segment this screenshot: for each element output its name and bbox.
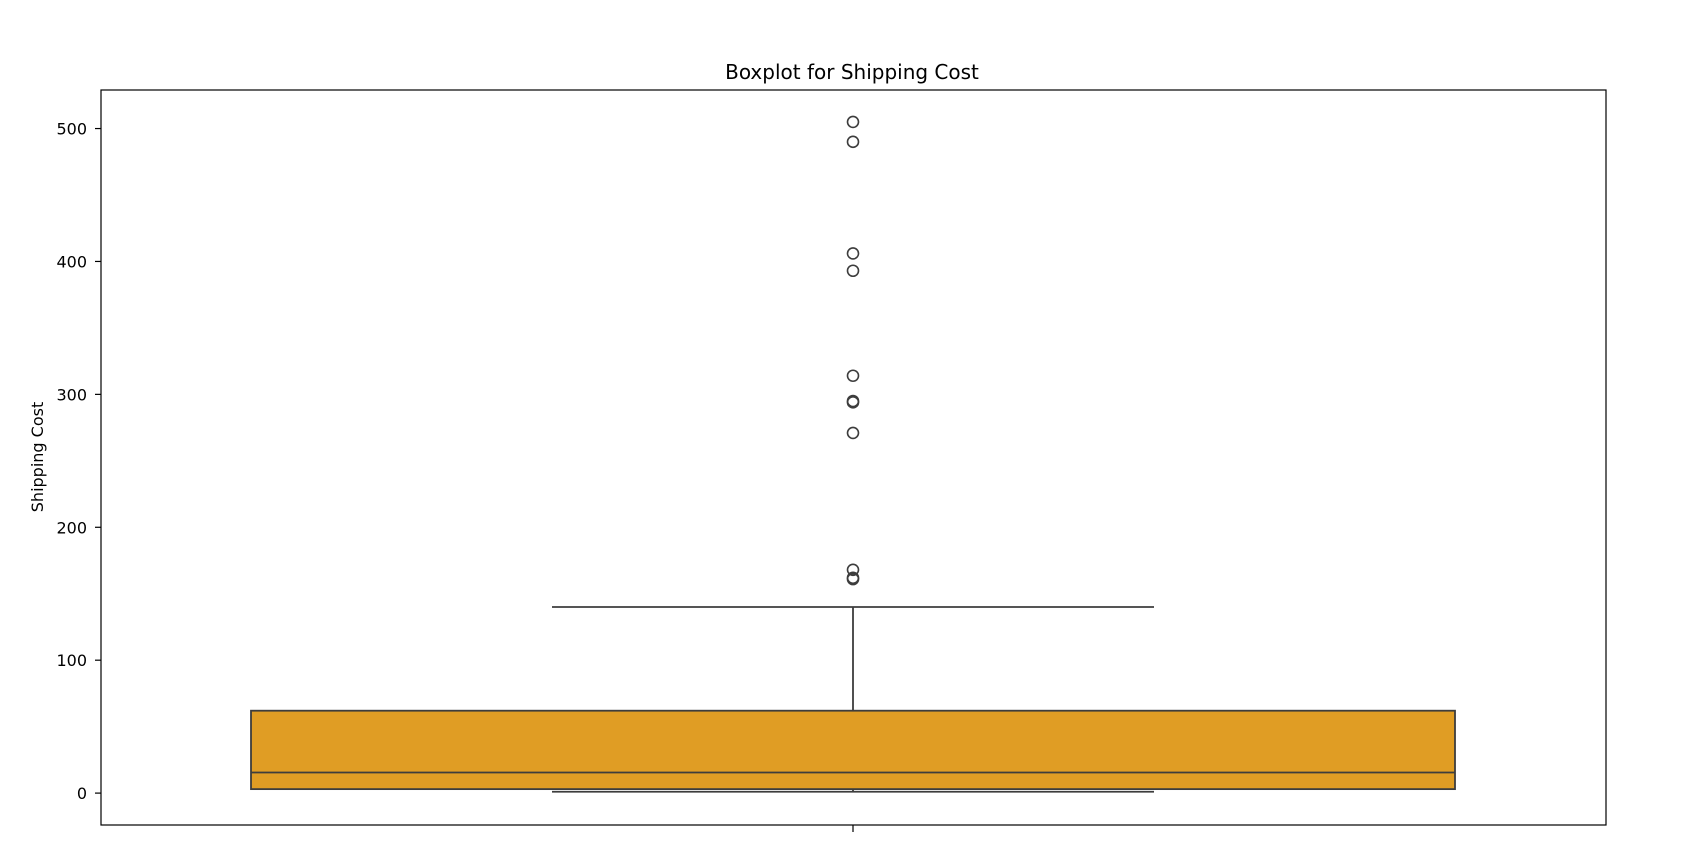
outlier-point [846, 563, 860, 577]
outlier-point [846, 426, 860, 440]
y-tick-label: 300 [56, 385, 87, 404]
plot-area: 0 100 200 300 400 500 [56, 89, 1607, 832]
outlier-point [846, 135, 860, 149]
y-tick-label: 0 [77, 784, 87, 803]
outlier-point [846, 264, 860, 278]
y-tick-label: 100 [56, 651, 87, 670]
box-iqr [250, 709, 1456, 791]
outlier-point [846, 247, 860, 260]
outlier-point [846, 572, 860, 586]
outlier-point [846, 396, 860, 409]
y-tick-label: 200 [56, 518, 87, 537]
outlier-point [846, 115, 860, 129]
y-tick-label: 400 [56, 252, 87, 271]
y-axis-label: Shipping Cost [28, 402, 47, 512]
outlier-point [846, 369, 860, 383]
chart-title: Boxplot for Shipping Cost [725, 60, 979, 84]
y-tick-label: 500 [56, 120, 87, 139]
